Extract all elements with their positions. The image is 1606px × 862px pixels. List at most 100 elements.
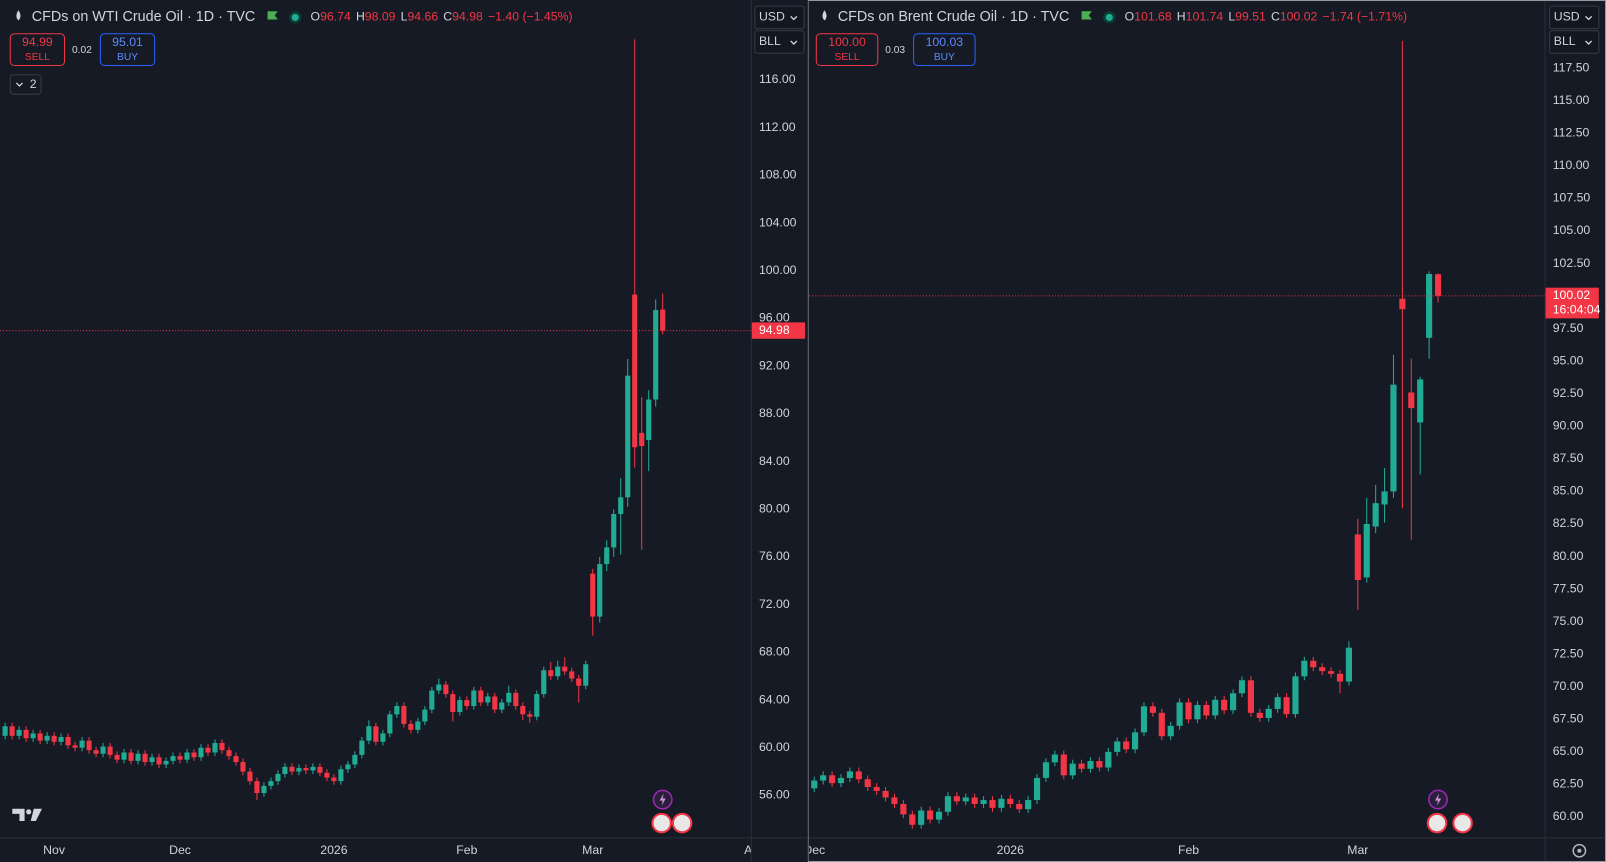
candle-body — [268, 781, 274, 786]
candle-body — [282, 766, 288, 774]
candle-body — [275, 773, 281, 782]
candle-body — [30, 733, 36, 739]
buy-button[interactable] — [913, 33, 976, 67]
ohlc-letter: C — [1271, 10, 1280, 24]
candle-body — [219, 742, 225, 751]
candle-body — [1176, 702, 1183, 726]
candle-body — [485, 696, 491, 703]
candle-body — [909, 814, 916, 825]
candle-body — [576, 678, 582, 686]
currency-selector[interactable] — [754, 5, 805, 30]
candle-body — [100, 746, 106, 754]
ohlc-value: 101.74 — [1186, 10, 1224, 24]
candle-body — [548, 670, 554, 677]
indicators-toggle[interactable] — [9, 74, 42, 95]
y-tick-label: 107.50 — [1553, 191, 1591, 205]
x-tick-label: 2026 — [997, 843, 1024, 857]
candle-body — [170, 756, 176, 761]
candle-body — [1408, 392, 1415, 409]
candle-body — [317, 766, 323, 773]
candle-body — [121, 752, 127, 760]
candles — [2, 39, 666, 801]
last-price-label: 100.02 — [1553, 288, 1591, 302]
candle-body — [135, 753, 141, 761]
candle-body — [1131, 732, 1139, 750]
y-tick-label: 67.50 — [1553, 712, 1584, 726]
candle-body — [373, 726, 379, 742]
candle-body — [156, 757, 162, 765]
candle-body — [625, 375, 631, 498]
x-tick-label: Feb — [456, 843, 477, 857]
y-tick-label: 105.00 — [1553, 223, 1591, 237]
buy-button[interactable] — [99, 33, 156, 67]
candle-body — [1114, 741, 1121, 752]
candle-body — [1167, 725, 1174, 737]
y-tick-label: 60.00 — [759, 740, 790, 754]
candle-body — [1381, 491, 1388, 505]
chevron — [790, 40, 798, 45]
candle-body — [429, 690, 435, 710]
event-icons — [651, 789, 1473, 834]
candle-body — [971, 797, 978, 804]
y-tick-label: 56.00 — [759, 788, 790, 802]
candle-body — [1274, 697, 1281, 709]
candle-body — [422, 709, 428, 722]
sell-button[interactable] — [815, 33, 879, 67]
x-tick-label: Mar — [582, 843, 603, 857]
change: −1.40 (−1.45%) — [488, 10, 573, 24]
y-tick-label: 100.00 — [759, 263, 797, 277]
candle-body — [331, 777, 337, 782]
candle-body — [436, 684, 442, 691]
y-tick-label: 95.00 — [1553, 353, 1584, 367]
candle-body — [366, 726, 372, 741]
candle-body — [873, 787, 880, 791]
status-dot-core — [1105, 13, 1113, 21]
sell-button[interactable] — [9, 33, 66, 67]
y-tick-label: 104.00 — [759, 215, 797, 229]
last-price-badge — [751, 322, 806, 339]
candle-body — [450, 694, 456, 712]
candle-body — [618, 497, 624, 515]
candle-body — [541, 670, 547, 695]
candle-body — [457, 700, 463, 712]
currency-selector[interactable] — [1549, 5, 1600, 30]
candle-body — [846, 771, 853, 778]
candle-body — [882, 790, 889, 798]
candle-body — [1399, 298, 1406, 310]
candle-body — [935, 811, 943, 820]
unit-selector[interactable] — [1549, 30, 1600, 54]
candle-body — [989, 800, 996, 808]
candle-body — [408, 723, 414, 730]
ohlc-value: 99.51 — [1235, 10, 1266, 24]
candle-body — [492, 696, 498, 710]
y-tick-label: 116.00 — [759, 72, 796, 86]
candle-body — [660, 309, 666, 331]
settings-icon[interactable] — [1572, 843, 1587, 858]
candle-body — [1203, 704, 1210, 716]
ohlc-letter: L — [1228, 10, 1235, 24]
candle-body — [254, 781, 260, 794]
status-dot-core — [291, 13, 299, 21]
candle-body — [855, 771, 862, 780]
unit-selector[interactable] — [754, 30, 805, 54]
candle-body — [527, 714, 533, 717]
chevron — [1585, 40, 1593, 45]
candle-body — [1221, 699, 1228, 711]
candle-body — [184, 752, 190, 760]
candle-body — [962, 797, 969, 802]
buy-label: BUY — [117, 52, 138, 63]
y-tick-label: 80.00 — [759, 501, 790, 515]
candle-body — [177, 756, 183, 760]
candle-body — [240, 762, 246, 772]
candle-body — [1283, 697, 1290, 715]
candle-body — [1238, 680, 1246, 694]
last-price-label: 94.98 — [759, 323, 790, 337]
candle-body — [513, 692, 519, 707]
ohlc-letter: O — [1125, 10, 1135, 24]
x-tick-label: Dec — [169, 843, 191, 857]
candle-body — [1319, 667, 1326, 672]
candle-body — [380, 733, 386, 742]
y-tick-label: 88.00 — [759, 406, 790, 420]
y-tick-label: 108.00 — [759, 168, 797, 182]
